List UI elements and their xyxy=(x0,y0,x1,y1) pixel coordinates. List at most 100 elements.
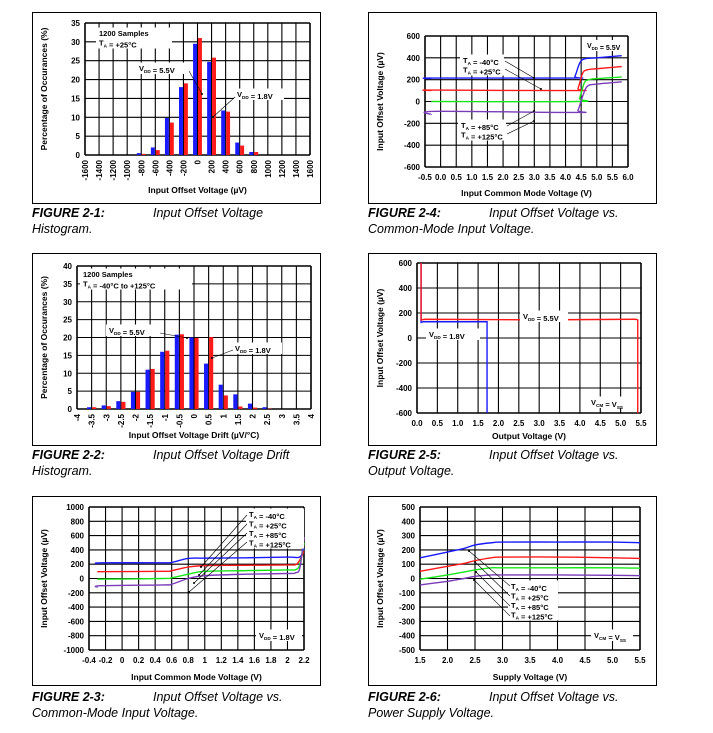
chart-fig-2-4: -600 -400 -200 0 200 400 600 -0.5 0.0 0.5 1.0 1.5 2.… xyxy=(375,32,634,198)
bar-vdd-1-8v xyxy=(179,334,184,409)
annotation-arrow-tip xyxy=(533,120,535,122)
y-tick-label: 400 xyxy=(407,54,421,63)
x-tick-label: 1 xyxy=(203,656,208,665)
annotation-text: VDD = 1.8V xyxy=(259,631,295,642)
figure-title-cont: Histogram. xyxy=(32,464,93,478)
series-line-ta-85-c xyxy=(97,542,305,580)
annotation-text: TA = +85°C xyxy=(461,121,499,132)
x-tick-label: 2.5 xyxy=(469,656,481,665)
series-lines xyxy=(94,536,305,589)
bar-vdd-5-5v xyxy=(145,369,150,409)
chart-panel-fig-2-4: -600 -400 -200 0 200 400 600 -0.5 0.0 0.5 1.0 1.5 2.… xyxy=(368,12,657,204)
x-tick-label: 3.5 xyxy=(544,173,556,182)
annotation-text: TA = -40°C xyxy=(249,510,285,521)
x-tick-label: 2.0 xyxy=(493,419,505,428)
bar-vdd-1-8v xyxy=(238,406,243,409)
x-tick-label: 0.5 xyxy=(451,173,463,182)
y-tick-label: 200 xyxy=(402,546,416,555)
y-tick-label: 25 xyxy=(63,316,72,325)
y-tick-label: 5 xyxy=(76,132,81,141)
y-tick-label: 30 xyxy=(71,38,80,47)
bar-vdd-1-8v xyxy=(198,38,202,155)
plot-grid xyxy=(419,506,641,651)
bar-vdd-5-5v xyxy=(130,391,135,409)
y-tick-label: 5 xyxy=(68,387,73,396)
bar-vdd-5-5v xyxy=(179,87,183,155)
chart-fig-2-1: 0 5 10 15 20 25 30 35 -1600 -1400 -1200 -1000 -800 -6… xyxy=(39,19,315,195)
caption-fig-2-5: FIGURE 2-5: Input Offset Voltage vs. Outp… xyxy=(368,447,618,479)
annotation-vdd-1-8v: VDD = 1.8V xyxy=(234,88,284,101)
x-tick-label: 5.0 xyxy=(591,173,603,182)
x-tick-label: -400 xyxy=(165,159,174,176)
x-tick-label: 1.8 xyxy=(265,656,277,665)
x-tick-label: 400 xyxy=(222,159,231,173)
x-tick-label: -0.2 xyxy=(99,656,113,665)
annotation-text: TA = +85°C xyxy=(511,601,549,612)
plot-grid xyxy=(76,265,312,410)
bar-vdd-5-5v xyxy=(207,61,212,155)
y-tick-label: 15 xyxy=(71,94,80,103)
x-tick-label: -1000 xyxy=(123,159,132,180)
x-tick-label: 2.0 xyxy=(498,173,510,182)
x-tick-label: -1 xyxy=(161,413,170,421)
series-line-ta-85-c xyxy=(419,566,641,580)
figure-title: Input Offset Voltage vs. xyxy=(489,448,619,462)
figure-title-cont: Common-Mode Input Voltage. xyxy=(32,706,199,720)
x-tick-label: 2.5 xyxy=(263,413,272,425)
chart-panel-fig-2-5: -600 -400 -200 0 200 400 600 0.0 0.5 1.0 1.5 2.0 2.5… xyxy=(368,253,657,446)
x-tick-label: 4.0 xyxy=(560,173,572,182)
annotation-leader-line xyxy=(506,110,535,127)
chart-fig-2-5: -600 -400 -200 0 200 400 600 0.0 0.5 1.0 1.5 2.0 2.5… xyxy=(375,259,647,441)
annotation-leader-line xyxy=(212,96,236,118)
x-tick-label: -4 xyxy=(73,413,82,421)
x-tick-label: 3 xyxy=(278,413,287,418)
y-tick-label: 15 xyxy=(63,351,72,360)
bar-vdd-1-8v xyxy=(121,401,126,409)
x-axis-label: Output Voltage (V) xyxy=(492,431,566,441)
x-tick-label: -0.5 xyxy=(418,173,432,182)
annotation-text: TA = +25°C xyxy=(249,520,287,531)
y-tick-label: -400 xyxy=(68,603,85,612)
x-tick-label: 1.4 xyxy=(232,656,244,665)
annotation-arrow-tip xyxy=(474,561,476,563)
x-tick-label: 2.2 xyxy=(298,656,310,665)
bar-vdd-1-8v xyxy=(240,145,245,155)
series-line-ta-125-c xyxy=(419,574,641,586)
figure-title: Input Offset Voltage vs. xyxy=(153,690,283,704)
series-lines xyxy=(422,54,622,116)
bar-vdd-5-5v xyxy=(189,337,194,409)
x-tick-label: -1.5 xyxy=(146,413,155,427)
x-tick-label: 3.0 xyxy=(534,419,546,428)
y-tick-label: 0 xyxy=(80,575,85,584)
series-line-ta-40-c xyxy=(422,54,622,80)
x-tick-label: 2 xyxy=(285,656,290,665)
bar-vdd-5-5v xyxy=(164,118,169,155)
y-tick-label: 300 xyxy=(402,532,416,541)
annotation-vdd-1-8v: VDD = 1.8V xyxy=(426,328,480,341)
figure-number: FIGURE 2-2: xyxy=(32,448,105,462)
y-tick-label: -400 xyxy=(404,141,421,150)
annotation-leader-line xyxy=(475,571,511,607)
bar-vdd-5-5v xyxy=(193,43,197,155)
chart-panel-fig-2-6: -500 -400 -300 -200 -100 0 100 200 300 400 500 1.5 2… xyxy=(368,496,657,686)
y-tick-label: 20 xyxy=(71,76,80,85)
annotation-leader-line xyxy=(506,120,535,135)
y-tick-label: -200 xyxy=(396,359,413,368)
plot-grid xyxy=(416,262,642,414)
y-tick-label: -600 xyxy=(68,617,85,626)
caption-fig-2-1: FIGURE 2-1: Input Offset Voltage Histogra… xyxy=(32,205,263,237)
annotation-arrow-tip xyxy=(533,77,535,79)
figure-title-cont: Output Voltage. xyxy=(368,464,455,478)
x-tick-label: 1.5 xyxy=(414,656,426,665)
chart-panel-fig-2-3: -1000 -800 -600 -400 -200 0 200 400 600 800 1000 -0… xyxy=(32,496,321,686)
annotation-arrow-tip xyxy=(198,574,200,576)
annotation-text: TA = +25°C xyxy=(511,592,549,603)
x-tick-label: 5.5 xyxy=(635,419,647,428)
y-tick-label: -500 xyxy=(399,646,416,655)
bar-vdd-5-5v xyxy=(235,142,240,155)
y-tick-label: 25 xyxy=(71,57,80,66)
series-lines xyxy=(419,541,641,586)
x-tick-label: 0.5 xyxy=(205,413,214,425)
